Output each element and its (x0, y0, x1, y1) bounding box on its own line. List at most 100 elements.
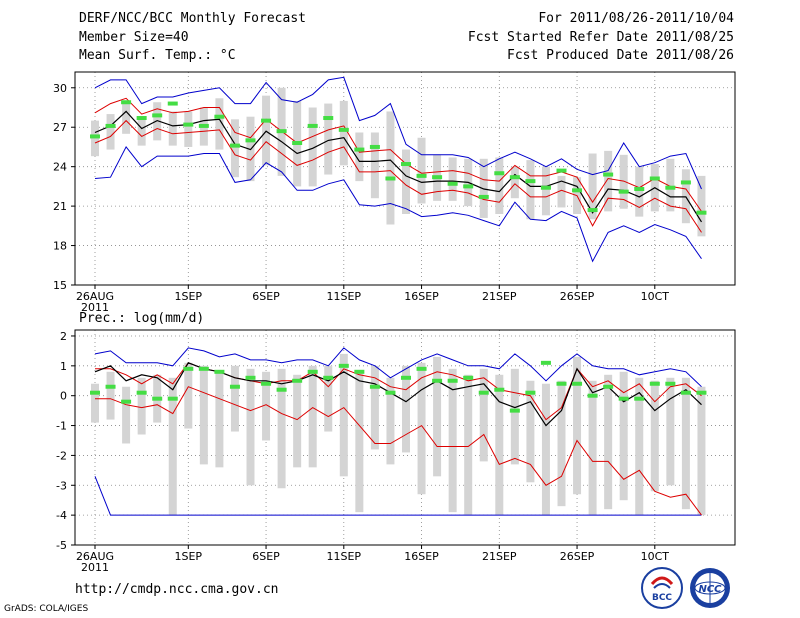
precip-range-box (370, 365, 379, 450)
temp-forecast-marker (680, 180, 691, 185)
temp-range-box (370, 132, 379, 199)
precip-ytick-label: 1 (60, 360, 67, 373)
temp-frame (74, 71, 736, 286)
precip-frame (74, 329, 736, 546)
precip-range-box (433, 356, 442, 477)
precip-forecast-marker (432, 378, 443, 383)
temp-range-box (168, 111, 177, 146)
precip-xtick-label: 10CT (641, 550, 670, 563)
temp-range-box (697, 175, 706, 237)
precip-forecast-marker (556, 381, 567, 386)
temp-forecast-marker (198, 123, 209, 128)
precip-range-box (386, 377, 395, 465)
precip-forecast-marker (214, 369, 225, 374)
precip-forecast-marker (183, 366, 194, 371)
temp-range-box (230, 119, 239, 178)
bcc-logo-text: BCC (652, 593, 672, 603)
temp-forecast-marker (245, 138, 256, 143)
precip-xtick-year: 2011 (81, 561, 109, 574)
member-size: Member Size=40 (79, 30, 189, 45)
precip-series-max (94, 476, 702, 516)
temp-range-box (619, 154, 628, 209)
temp-forecast-marker (478, 194, 489, 199)
precip-forecast-marker (121, 399, 132, 404)
precip-forecast-marker (649, 381, 660, 386)
precip-range-box (199, 365, 208, 465)
temp-series-p-high (94, 97, 702, 212)
temp-forecast-marker (183, 122, 194, 127)
precip-range-box (448, 368, 457, 513)
precip-forecast-marker (152, 396, 163, 401)
precip-xtick-label: 1SEP (175, 550, 203, 563)
temp-forecast-marker (540, 185, 551, 190)
precip-ytick-label: -1 (56, 420, 67, 433)
temp-forecast-marker (323, 116, 334, 121)
temp-forecast-marker (276, 129, 287, 134)
precip-ytick-label: -3 (56, 479, 67, 492)
precip-xtick-label: 11SEP (327, 550, 362, 563)
temp-forecast-marker (369, 144, 380, 149)
temp-range-box (215, 98, 224, 150)
temp-series-mean (94, 110, 703, 223)
precip-forecast-marker (198, 366, 209, 371)
precip-forecast-marker (323, 375, 334, 380)
temp-forecast-marker (229, 143, 240, 148)
precip-range-box (402, 365, 410, 453)
temp-forecast-marker (572, 188, 583, 193)
precip-range-box (510, 368, 519, 465)
precip-forecast-marker (276, 387, 287, 392)
fcst-start-date: Fcst Started Refer Date 2011/08/25 (467, 30, 734, 45)
temp-forecast-marker (603, 172, 614, 177)
temp-ytick-label: 21 (53, 200, 67, 213)
temp-range-box (308, 107, 317, 187)
precip-forecast-marker (369, 384, 380, 389)
temp-forecast-marker (509, 175, 520, 180)
precip-series-p-low (95, 386, 702, 516)
source-url[interactable]: http://cmdp.ncc.cma.gov.cn (75, 582, 279, 597)
temp-ytick-label: 27 (53, 121, 67, 134)
temp-forecast-marker (261, 118, 272, 123)
precip-range-box (541, 383, 550, 516)
temp-forecast-marker (136, 116, 147, 121)
precip-forecast-marker (665, 381, 676, 386)
precip-ytick-label: -5 (56, 539, 67, 552)
precip-forecast-marker (696, 390, 707, 395)
precip-range-box (588, 380, 597, 516)
precip-ytick-label: 2 (60, 330, 67, 343)
temp-range-box (122, 103, 131, 134)
precip-range-box (246, 368, 255, 486)
precip-range-box (417, 362, 426, 495)
precip-range-box (479, 368, 488, 462)
precip-range-box (619, 371, 628, 501)
precip-forecast-marker (540, 360, 551, 365)
precip-range-box (215, 371, 224, 468)
temp-forecast-marker (463, 184, 474, 189)
temp-range-box (137, 119, 146, 146)
precip-xtick-label: 21SEP (482, 550, 517, 563)
precip-xtick-label: 16SEP (404, 550, 439, 563)
temp-range-box (604, 150, 613, 212)
temp-xtick-label: 26AUG (76, 290, 114, 303)
temp-xtick-label: 6SEP (252, 290, 280, 303)
ncc-logo: NCC (690, 568, 730, 608)
precip-range-box (650, 380, 659, 492)
precip-forecast-marker (385, 390, 396, 395)
precip-range-box (604, 374, 613, 510)
precip-forecast-marker (572, 381, 583, 386)
temp-xtick-label: 1SEP (175, 290, 203, 303)
temp-series-min (94, 76, 702, 190)
precip-forecast-marker (463, 375, 474, 380)
temp-forecast-marker (649, 176, 660, 181)
temp-range-box (448, 157, 457, 201)
precip-range-box (573, 356, 582, 495)
temp-range-box (557, 175, 566, 208)
precip-forecast-marker (525, 390, 536, 395)
temp-ytick-label: 30 (53, 82, 67, 95)
temp-forecast-marker (556, 168, 567, 173)
temp-forecast-marker (307, 123, 318, 128)
precip-range-box (91, 383, 99, 423)
temp-range-box (510, 166, 519, 199)
precip-range-box (697, 386, 706, 516)
precip-forecast-marker (245, 375, 256, 380)
